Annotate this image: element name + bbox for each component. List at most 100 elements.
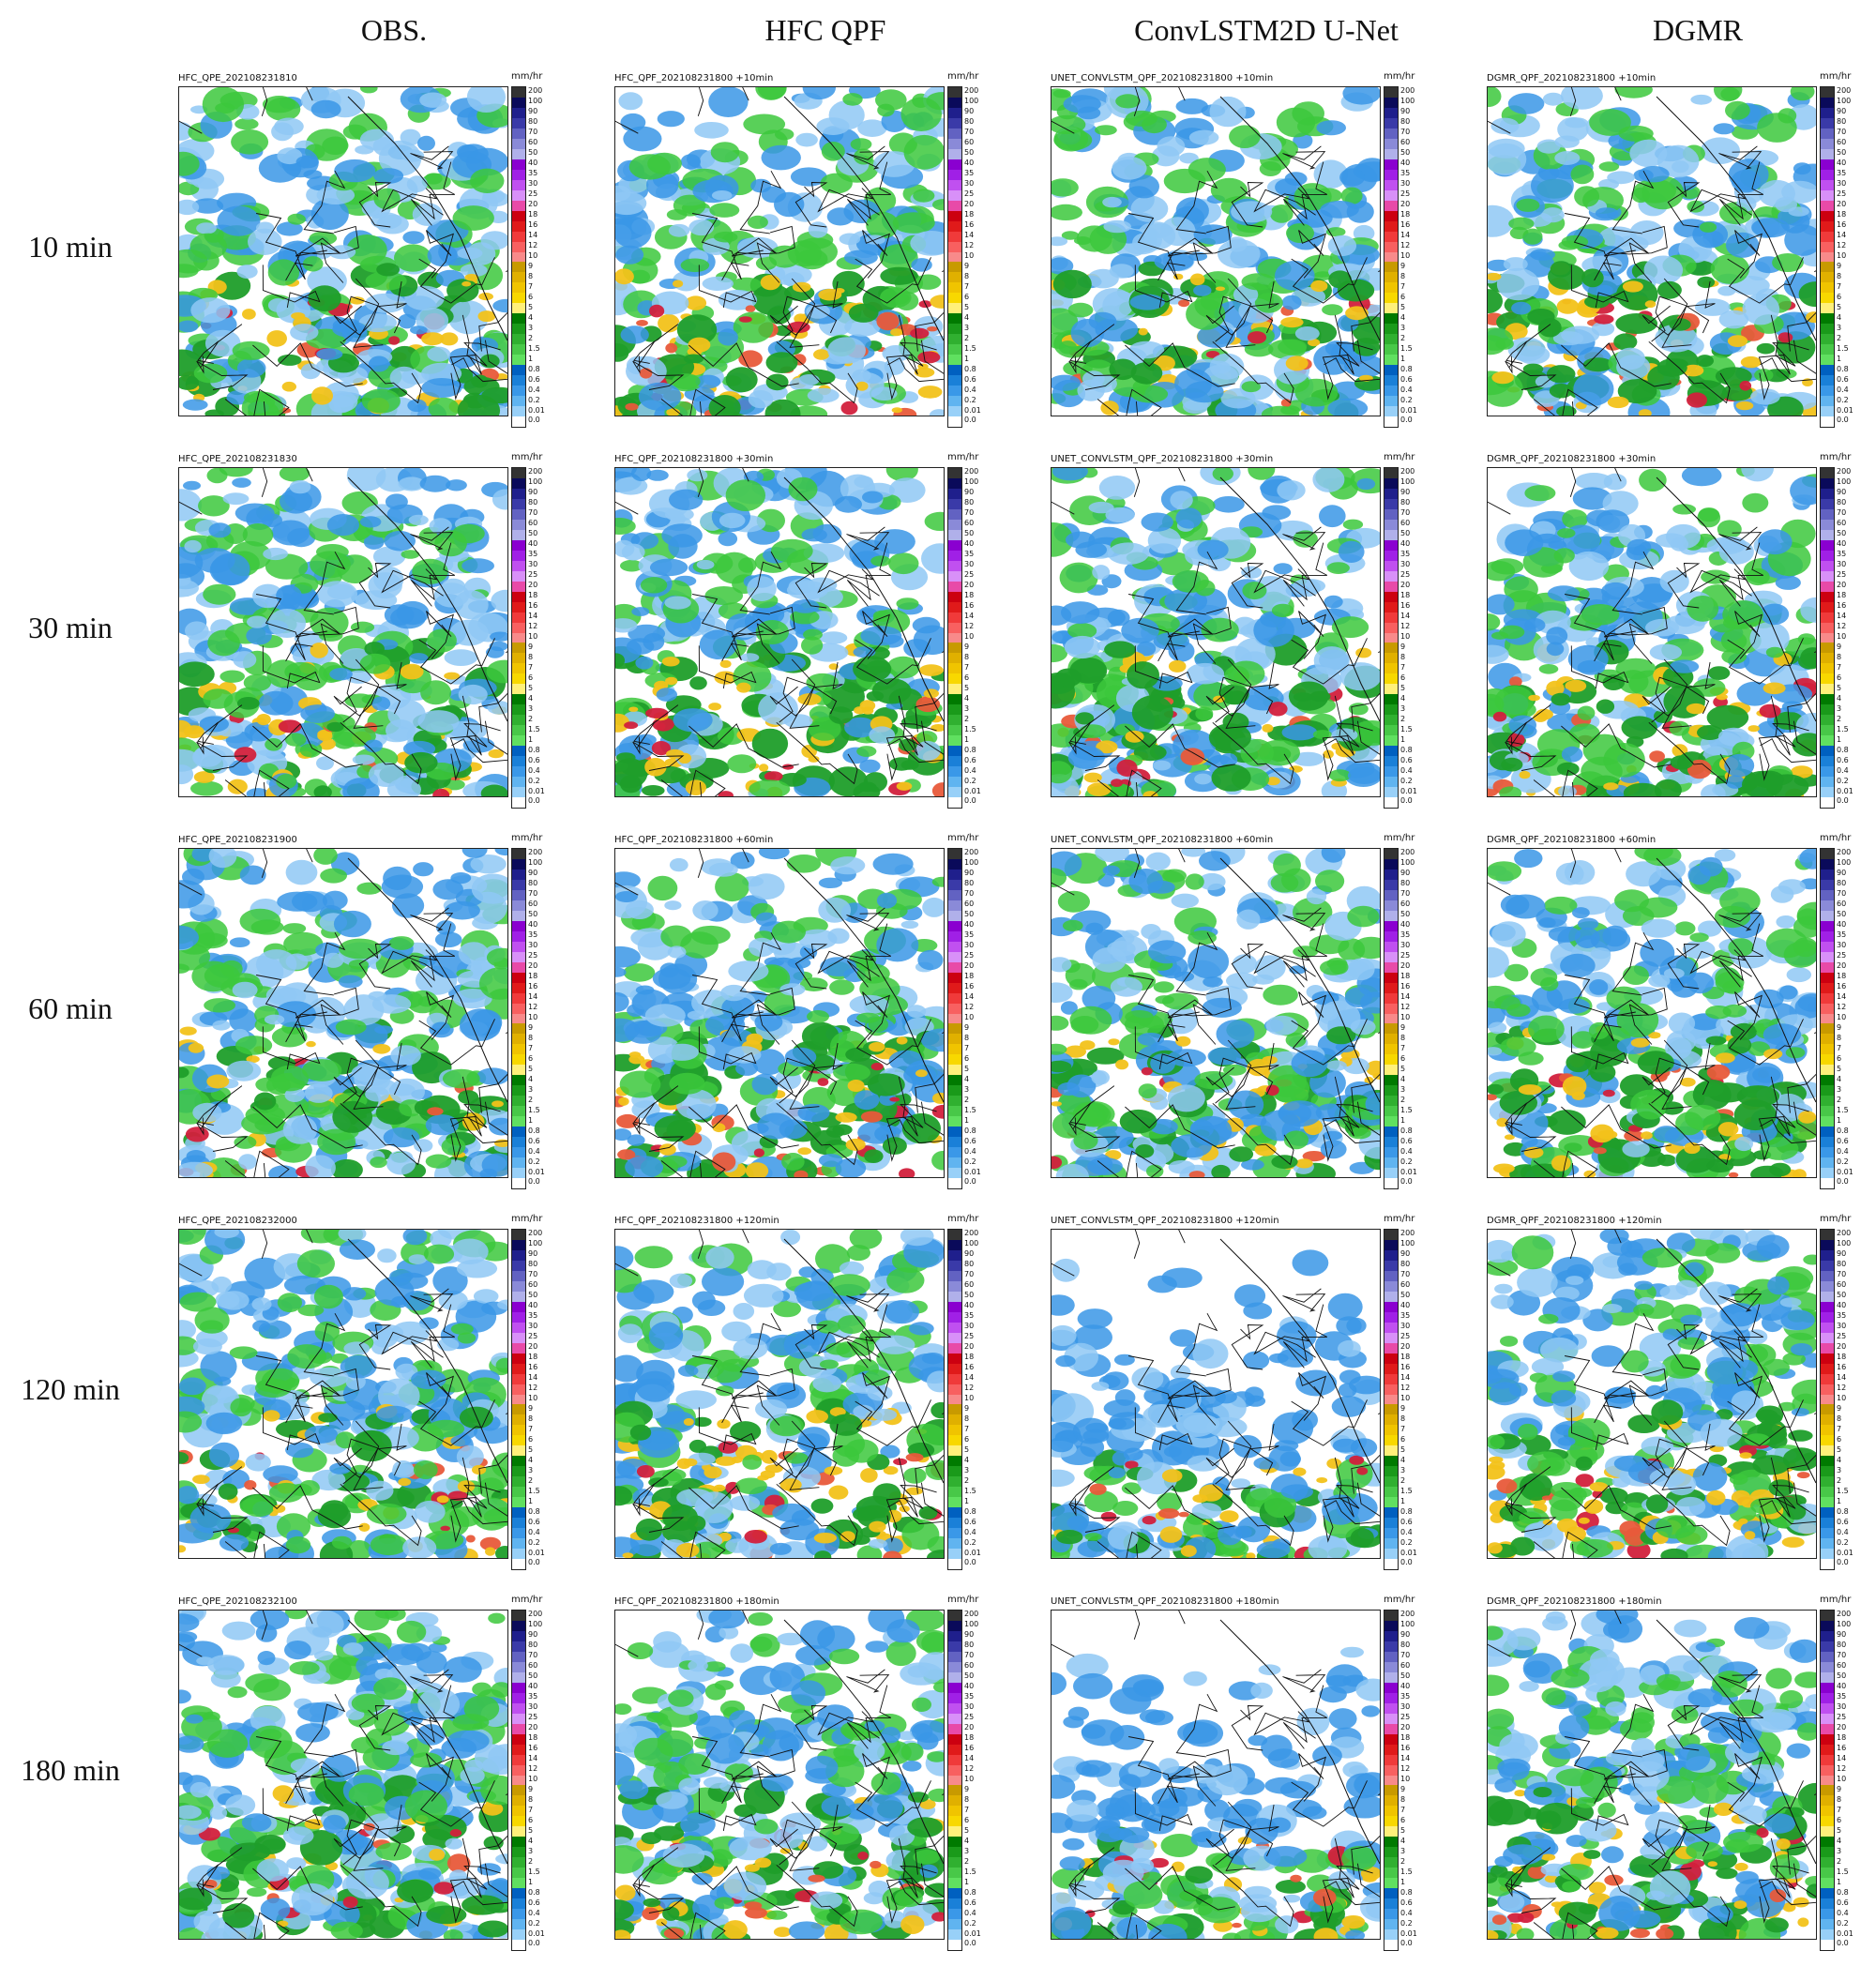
colorbar-swatch xyxy=(512,1682,525,1693)
colorbar-tick-label: 16 xyxy=(1400,220,1411,230)
colorbar-swatch xyxy=(948,117,961,129)
colorbar-tick-label: 200 xyxy=(1837,1229,1852,1238)
colorbar-tick-label: 0.01 xyxy=(1400,1548,1417,1557)
colorbar-tick-label: 2 xyxy=(528,333,534,342)
colorbar-ticks: 200 100 90 80 70 60 50 40 35 30 25 20 18 16 14 12 10 9 8 7 6… xyxy=(1400,1610,1438,1949)
colorbar-tick-label: 3 xyxy=(964,1084,970,1094)
precipitation-map xyxy=(615,849,944,1177)
colorbar-tick-label: 35 xyxy=(1837,550,1847,559)
colorbar-swatch xyxy=(948,653,961,664)
colorbar-swatch xyxy=(948,1023,961,1035)
colorbar-tick-label: 4 xyxy=(964,1074,970,1083)
colorbar-tick-label: 20 xyxy=(528,1342,538,1352)
colorbar-tick-label: 30 xyxy=(528,1322,538,1331)
colorbar-swatch xyxy=(1384,128,1398,139)
colorbar-tick-label: 70 xyxy=(964,889,975,899)
colorbar-tick-label: 90 xyxy=(964,1630,975,1640)
colorbar-tick-label: 100 xyxy=(528,1620,543,1629)
colorbar-swatch xyxy=(512,231,525,242)
colorbar-unit: mm/hr xyxy=(1820,71,1852,82)
colorbar-swatch xyxy=(948,293,961,304)
map-frame xyxy=(614,1229,945,1559)
colorbar-tick-label: 0.0 xyxy=(1400,1558,1413,1567)
colorbar-tick-label: 0.01 xyxy=(964,1167,981,1176)
colorbar-swatch xyxy=(1384,396,1398,407)
colorbar-swatch xyxy=(948,313,961,325)
colorbar-tick-label: 2 xyxy=(1837,333,1842,342)
colorbar-swatch xyxy=(948,1384,961,1395)
colorbar-tick-label: 90 xyxy=(964,869,975,878)
colorbar-swatch xyxy=(948,1168,961,1178)
colorbar-tick-label: 6 xyxy=(1837,1815,1842,1824)
colorbar-swatch xyxy=(1821,1620,1834,1631)
map-frame xyxy=(178,1229,508,1559)
colorbar-swatch xyxy=(1821,293,1834,304)
colorbar-swatch xyxy=(1384,1620,1398,1631)
colorbar-swatch xyxy=(1384,1414,1398,1426)
colorbar-tick-label: 80 xyxy=(528,117,538,127)
colorbar-tick-label: 0.6 xyxy=(964,1136,976,1145)
boundary-lines xyxy=(1488,849,1816,1177)
colorbar-tick-label: 14 xyxy=(1837,612,1847,621)
colorbar-swatch xyxy=(512,97,525,108)
map-frame xyxy=(614,1610,945,1940)
colorbar-tick-label: 1.5 xyxy=(1400,1867,1413,1876)
colorbar xyxy=(1820,86,1835,428)
colorbar-tick-label: 4 xyxy=(964,1455,970,1464)
colorbar-tick-label: 40 xyxy=(1837,539,1847,549)
colorbar-swatch xyxy=(948,1270,961,1281)
colorbar-swatch xyxy=(948,756,961,767)
colorbar-swatch xyxy=(1384,1713,1398,1724)
colorbar-swatch xyxy=(1384,324,1398,335)
colorbar-swatch xyxy=(512,1847,525,1858)
colorbar-tick-label: 2 xyxy=(1837,1095,1842,1104)
colorbar-swatch xyxy=(512,303,525,314)
colorbar-swatch xyxy=(948,1044,961,1055)
colorbar-swatch xyxy=(948,1322,961,1333)
colorbar-swatch xyxy=(948,1147,961,1158)
colorbar-swatch xyxy=(948,498,961,509)
colorbar-tick-label: 0.4 xyxy=(964,765,976,775)
colorbar-tick-label: 0.2 xyxy=(964,1918,976,1928)
colorbar-tick-label: 100 xyxy=(528,97,543,106)
colorbar-tick-label: 2 xyxy=(1400,1475,1406,1485)
colorbar-swatch xyxy=(948,1641,961,1652)
colorbar-tick-label: 10 xyxy=(1400,250,1411,260)
colorbar-tick-label: 8 xyxy=(528,271,534,280)
colorbar-tick-label: 1.5 xyxy=(1400,1105,1413,1114)
column-title: OBS. xyxy=(360,13,428,47)
colorbar-tick-label: 8 xyxy=(964,1414,970,1423)
colorbar-tick-label: 80 xyxy=(964,1260,975,1269)
colorbar-tick-label: 1 xyxy=(1837,1115,1842,1125)
colorbar-swatch xyxy=(1384,519,1398,530)
colorbar-swatch xyxy=(512,673,525,685)
colorbar-tick-label: 70 xyxy=(528,128,538,137)
colorbar-swatch xyxy=(1821,159,1834,170)
colorbar-swatch xyxy=(512,735,525,747)
colorbar-tick-label: 16 xyxy=(1837,1363,1847,1372)
colorbar-swatch xyxy=(1821,1003,1834,1014)
colorbar-tick-label: 12 xyxy=(1400,622,1411,631)
colorbar-tick-label: 0.8 xyxy=(1400,364,1413,373)
colorbar-tick-label: 1 xyxy=(1400,354,1406,363)
rain-field xyxy=(615,1611,944,1939)
colorbar-swatch xyxy=(1384,1054,1398,1066)
colorbar-tick-label: 0.8 xyxy=(964,1506,976,1516)
colorbar-swatch xyxy=(512,684,525,695)
colorbar-swatch xyxy=(1821,468,1834,478)
colorbar-swatch xyxy=(1384,756,1398,767)
colorbar-swatch xyxy=(512,910,525,921)
colorbar-swatch xyxy=(1821,972,1834,983)
colorbar-swatch xyxy=(512,1435,525,1446)
colorbar-tick-label: 18 xyxy=(964,591,975,600)
colorbar-tick-label: 30 xyxy=(1400,1702,1411,1712)
colorbar-swatch xyxy=(1821,879,1834,890)
colorbar-tick-label: 14 xyxy=(1400,1373,1411,1383)
colorbar-swatch xyxy=(1384,900,1398,911)
colorbar-tick-label: 18 xyxy=(1837,1353,1847,1362)
colorbar-tick-label: 6 xyxy=(964,292,970,301)
colorbar-swatch xyxy=(948,1713,961,1724)
colorbar-swatch xyxy=(948,1702,961,1714)
colorbar-tick-label: 80 xyxy=(1400,1260,1411,1269)
colorbar-swatch xyxy=(1384,1847,1398,1858)
